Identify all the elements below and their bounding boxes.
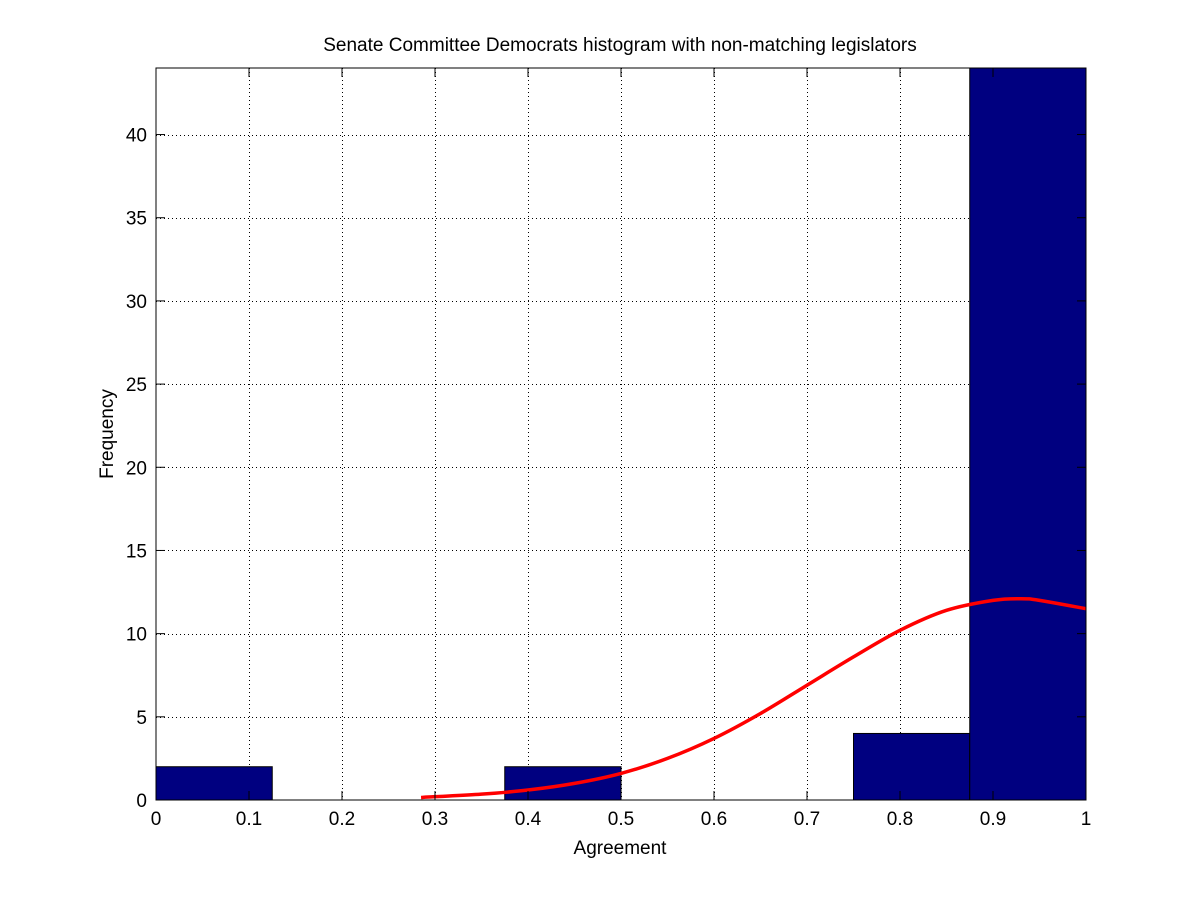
histogram-bar xyxy=(504,766,622,801)
fit-curve xyxy=(420,596,1087,800)
x-tick-label: 0.9 xyxy=(980,809,1006,830)
histogram-bar xyxy=(969,67,1087,801)
axis-ticks xyxy=(155,68,1087,801)
y-tick-label: 40 xyxy=(126,126,147,147)
grid-lines xyxy=(156,68,1086,800)
x-tick-label: 0.7 xyxy=(794,809,820,830)
x-tick-label: 0.6 xyxy=(701,809,727,830)
y-tick-label: 15 xyxy=(126,541,147,562)
y-tick-label: 25 xyxy=(126,375,147,396)
y-tick-label: 5 xyxy=(136,708,147,729)
x-tick-label: 0.5 xyxy=(608,809,634,830)
x-tick-label: 1 xyxy=(1081,809,1092,830)
x-axis-label: Agreement xyxy=(574,838,668,859)
histogram-bar xyxy=(155,766,273,801)
x-tick-label: 0.2 xyxy=(329,809,355,830)
y-axis-label: Frequency xyxy=(97,389,118,479)
x-tick-label: 0 xyxy=(151,809,162,830)
y-tick-label: 35 xyxy=(126,209,147,230)
y-tick-label: 10 xyxy=(126,625,147,646)
histogram-bars xyxy=(155,67,1087,801)
x-tick-label: 0.3 xyxy=(422,809,448,830)
x-tick-label: 0.4 xyxy=(515,809,542,830)
x-tick-labels: 0 0.1 0.2 0.3 0.4 0.5 0.6 0.7 0.8 0.9 1 xyxy=(151,809,1092,830)
x-tick-label: 0.8 xyxy=(887,809,913,830)
y-tick-labels: 0 5 10 15 20 25 30 35 40 xyxy=(126,126,147,812)
y-tick-label: 0 xyxy=(136,791,147,812)
y-tick-label: 20 xyxy=(126,458,147,479)
x-tick-label: 0.1 xyxy=(236,809,262,830)
fit-curve-layer xyxy=(420,596,1087,800)
y-tick-label: 30 xyxy=(126,292,147,313)
axes-frame xyxy=(155,67,1087,801)
histogram-bar xyxy=(853,732,971,801)
chart-title: Senate Committee Democrats histogram wit… xyxy=(323,35,916,56)
